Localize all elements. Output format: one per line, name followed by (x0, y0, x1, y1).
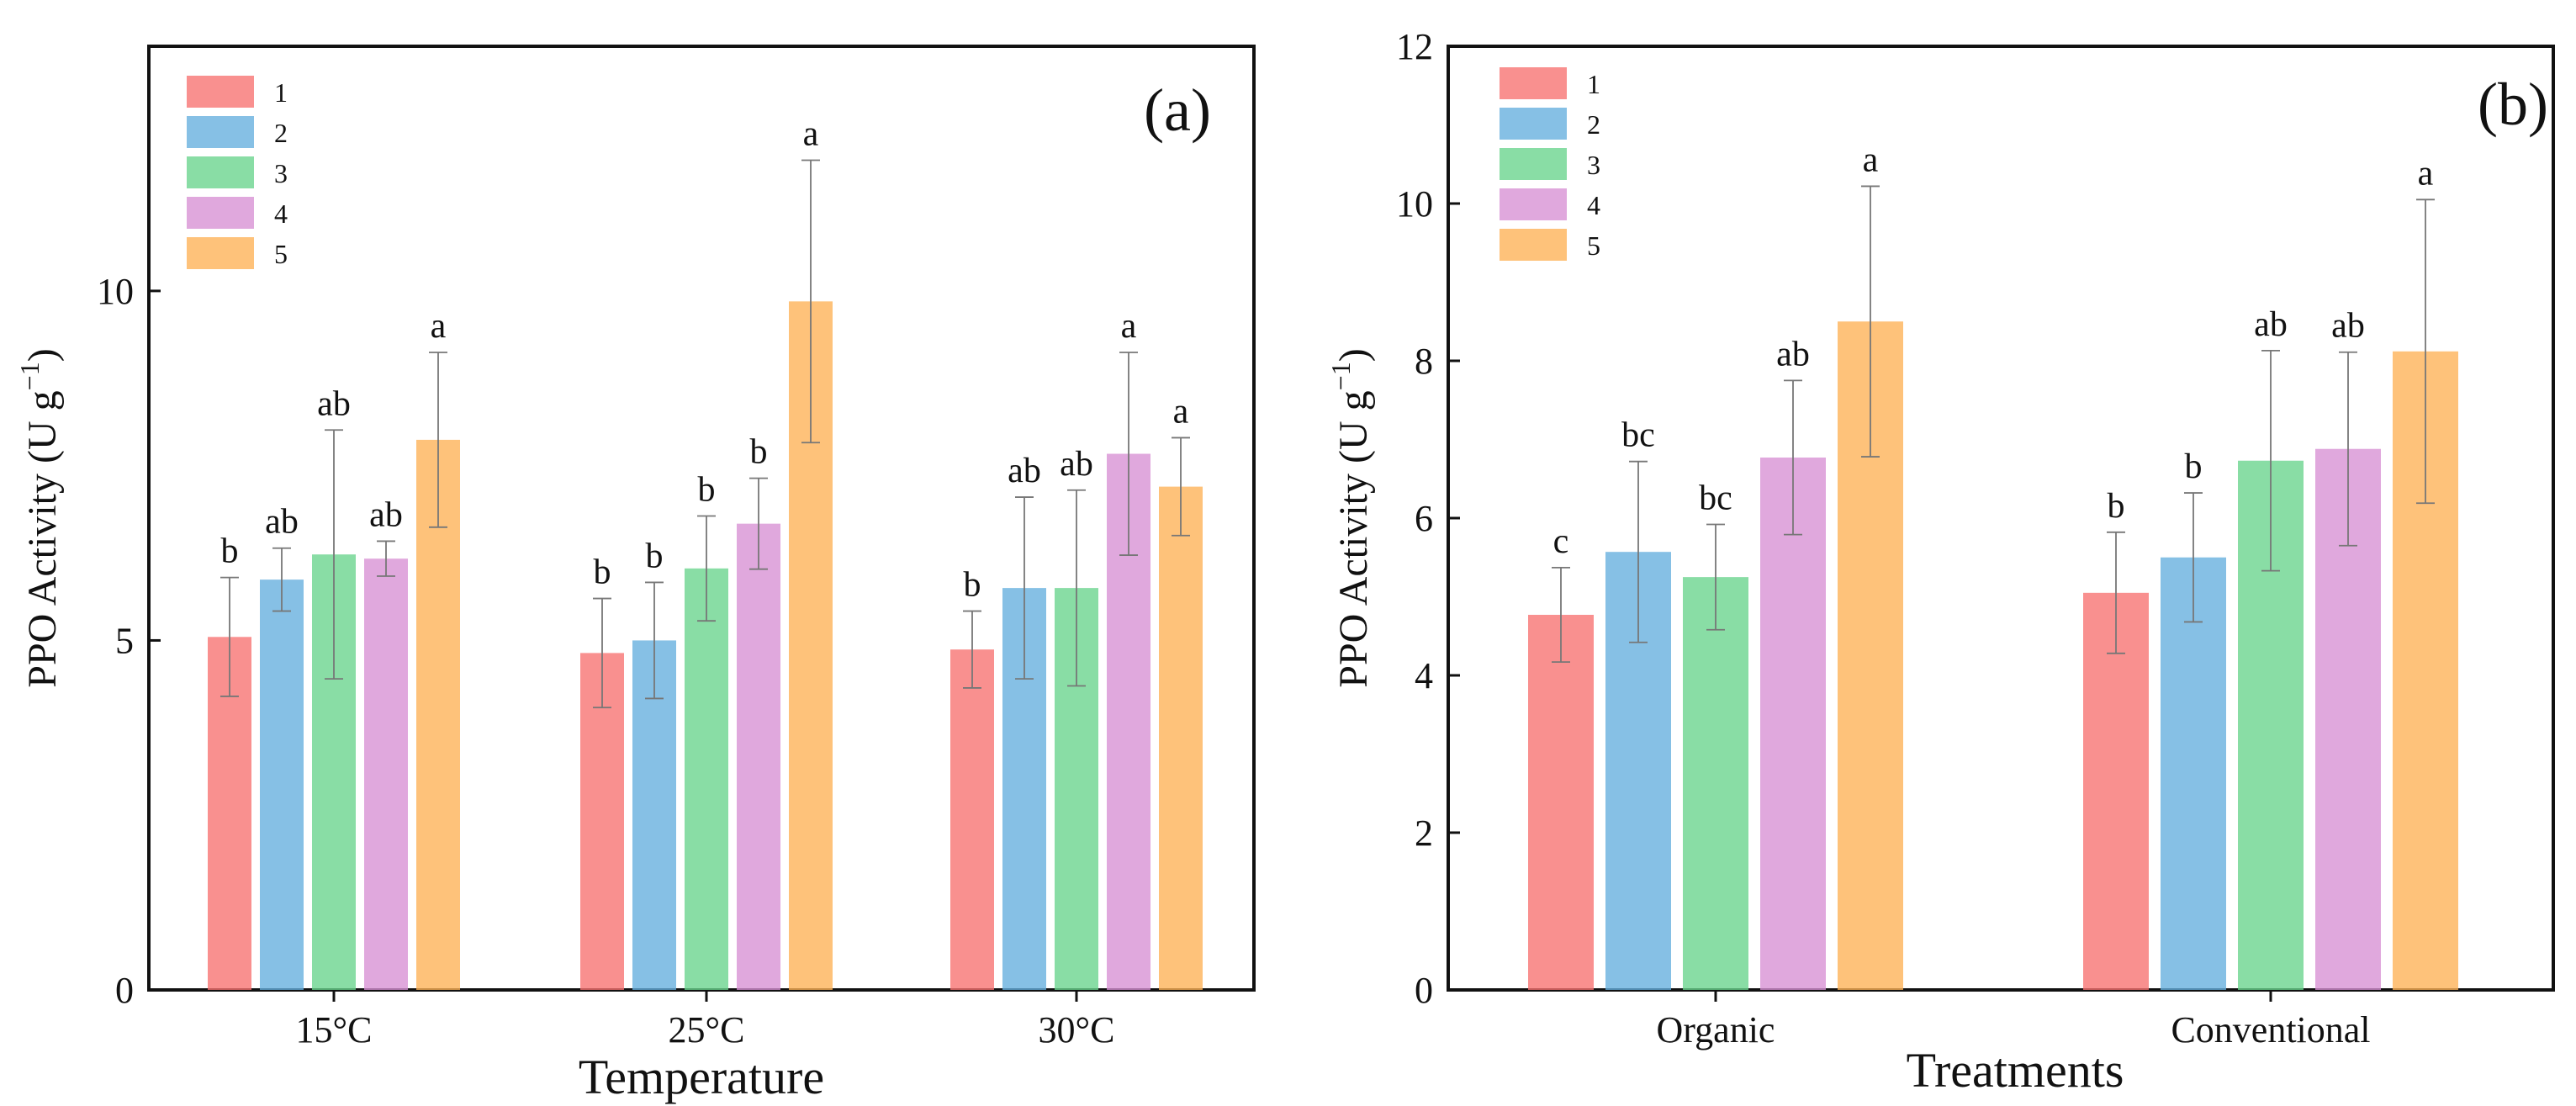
legend-label: 5 (274, 239, 288, 269)
y-tick-label: 5 (115, 620, 134, 661)
x-tick-label: 15°C (296, 1009, 373, 1050)
significance-letter: ab (2254, 305, 2288, 344)
significance-letter: ab (1060, 445, 1093, 484)
significance-letter: ab (1776, 335, 1810, 373)
panel-b-error-bars (1552, 185, 2435, 664)
y-tick-label: 10 (1396, 183, 1433, 225)
significance-letter: ab (1008, 452, 1041, 490)
legend-swatch (187, 76, 254, 108)
legend-label: 3 (274, 158, 288, 188)
significance-letter: a (431, 307, 447, 346)
x-tick-label: 30°C (1039, 1009, 1115, 1050)
significance-letter: ab (2331, 307, 2365, 346)
bar (737, 523, 780, 990)
legend-label: 2 (1587, 109, 1600, 140)
bar (1159, 486, 1203, 990)
panel-b-y-axis-title: PPO Activity (U g−1) (1325, 348, 1376, 687)
panel-a-x-axis-title: Temperature (579, 1050, 824, 1104)
significance-letter: a (1863, 140, 1879, 179)
significance-letter: a (1173, 392, 1189, 431)
significance-letter: b (964, 566, 981, 605)
legend-swatch (1500, 67, 1567, 99)
legend-label: 4 (274, 198, 288, 229)
panel-a-label: (a) (1144, 77, 1211, 144)
legend-swatch (1500, 148, 1567, 180)
bar (1683, 577, 1748, 990)
bar (685, 568, 728, 990)
panel-a-y-axis-title: PPO Activity (U g−1) (14, 348, 65, 687)
legend-swatch (1500, 229, 1567, 261)
significance-letter: ab (317, 384, 351, 423)
panel-b-x-axis: Organic Conventional (1657, 990, 2371, 1050)
significance-letter: bc (1699, 479, 1732, 517)
y-tick-label: 8 (1415, 341, 1433, 382)
significance-letter: ab (369, 495, 403, 534)
significance-letter: c (1553, 522, 1569, 561)
y-tick-label: 10 (97, 271, 134, 312)
bar (950, 649, 994, 990)
legend-swatch (187, 116, 254, 148)
legend-swatch (187, 237, 254, 269)
bar (580, 653, 624, 990)
legend-swatch (187, 156, 254, 188)
x-tick-label: Conventional (2171, 1009, 2370, 1050)
significance-letter: b (646, 537, 664, 575)
panel-b-legend: 1 2 3 4 5 (1500, 67, 1600, 261)
legend-label: 3 (1587, 150, 1600, 180)
legend-label: 2 (274, 118, 288, 148)
y-tick-label: 2 (1415, 812, 1433, 854)
y-tick-label: 4 (1415, 655, 1433, 696)
significance-letter: b (221, 532, 239, 571)
panel-a-bars (208, 301, 1203, 990)
legend-label: 5 (1587, 230, 1600, 261)
panel-a-x-axis: 15°C 25°C 30°C (296, 990, 1115, 1050)
y-tick-label: 0 (115, 970, 134, 1011)
legend-swatch (1500, 188, 1567, 220)
legend-label: 1 (1587, 69, 1600, 99)
legend-label: 1 (274, 77, 288, 108)
significance-letter: b (594, 553, 611, 592)
bar (1528, 615, 1594, 990)
significance-letter: b (2108, 487, 2125, 526)
panel-a-legend: 1 2 3 4 5 (187, 76, 288, 269)
significance-letter: b (750, 433, 768, 472)
legend-swatch (1500, 108, 1567, 140)
y-tick-label: 12 (1396, 26, 1433, 67)
panel-b-y-axis: 0 2 4 6 8 10 12 (1396, 26, 1460, 1011)
significance-letter: a (2418, 154, 2434, 193)
panel-b-bars (1528, 321, 2458, 990)
x-tick-label: 25°C (669, 1009, 745, 1050)
panel-b-significance-letters: c b bc b bc ab ab ab a a (1553, 140, 2434, 560)
bar (2083, 592, 2149, 990)
bar (260, 579, 304, 990)
x-tick-label: Organic (1657, 1009, 1775, 1050)
panel-a-y-axis: 0 5 10 (97, 271, 161, 1011)
significance-letter: bc (1621, 416, 1655, 455)
y-tick-label: 6 (1415, 498, 1433, 539)
legend-swatch (187, 197, 254, 229)
panel-b-x-axis-title: Treatments (1907, 1043, 2124, 1098)
legend-label: 4 (1587, 190, 1600, 220)
significance-letter: a (1121, 307, 1137, 346)
panel-b-label: (b) (2478, 71, 2548, 138)
bar (2161, 557, 2226, 990)
significance-letter: ab (265, 503, 299, 542)
bar (416, 439, 460, 990)
significance-letter: b (698, 471, 716, 510)
panel-a-error-bars (220, 159, 1190, 709)
significance-letter: a (803, 114, 819, 153)
bar (364, 558, 408, 990)
significance-letter: b (2185, 447, 2203, 486)
bar (1760, 458, 1826, 990)
y-tick-label: 0 (1415, 970, 1433, 1011)
